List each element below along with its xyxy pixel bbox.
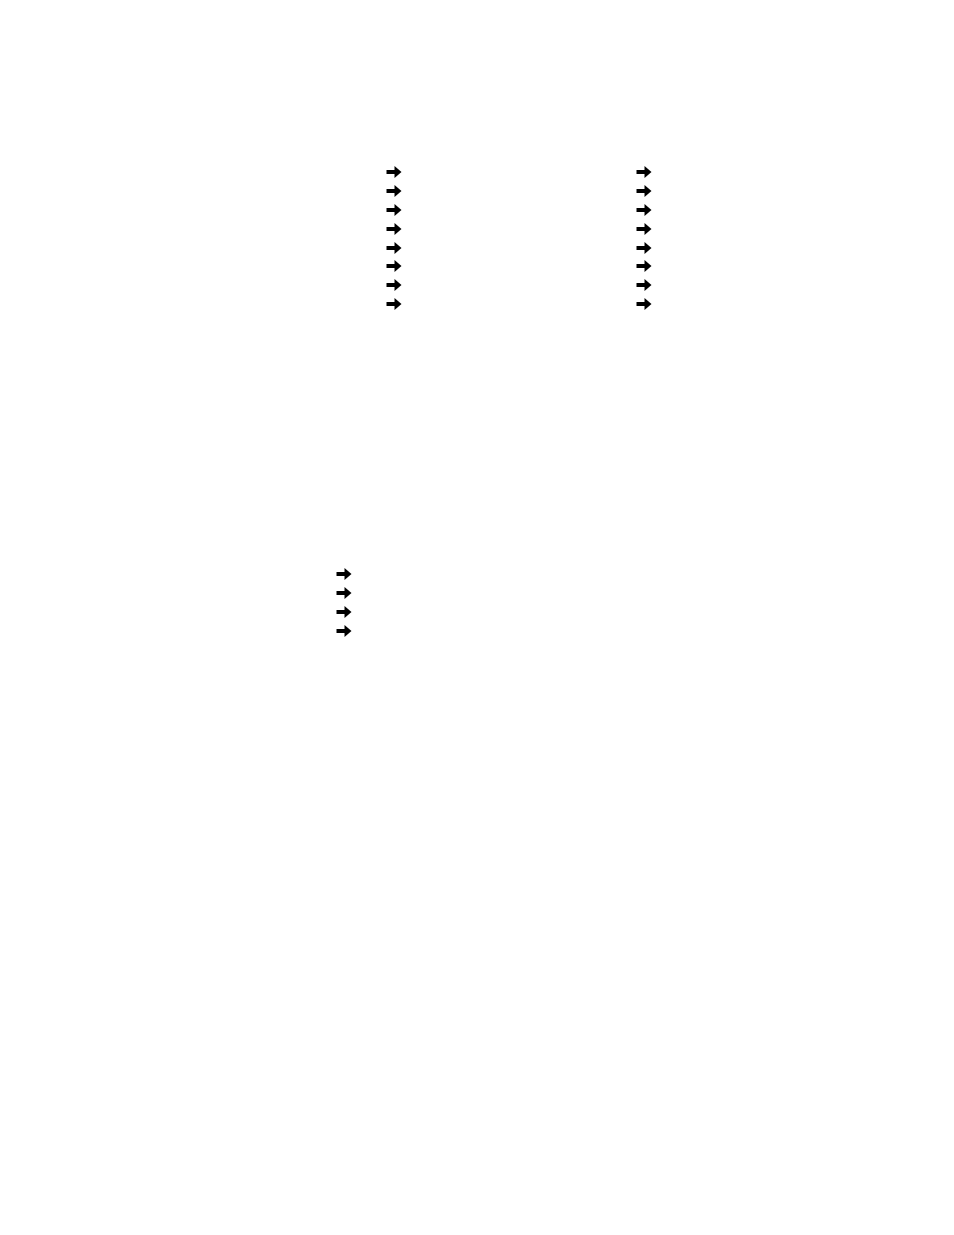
arrow-right-icon — [636, 295, 652, 314]
arrow-group-mid-left — [336, 565, 352, 640]
arrow-right-icon — [636, 238, 652, 257]
arrow-right-icon — [636, 163, 652, 182]
arrow-right-icon — [636, 257, 652, 276]
arrow-right-icon — [336, 603, 352, 622]
arrow-right-icon — [386, 201, 402, 220]
arrow-right-icon — [336, 565, 352, 584]
arrow-right-icon — [386, 219, 402, 238]
arrow-right-icon — [636, 219, 652, 238]
arrow-right-icon — [636, 182, 652, 201]
arrow-right-icon — [386, 238, 402, 257]
arrow-group-top-left — [386, 163, 402, 313]
arrow-right-icon — [386, 182, 402, 201]
arrow-right-icon — [336, 621, 352, 640]
arrow-right-icon — [386, 257, 402, 276]
arrow-right-icon — [636, 201, 652, 220]
arrow-right-icon — [336, 584, 352, 603]
arrow-right-icon — [386, 295, 402, 314]
arrow-group-top-right — [636, 163, 652, 313]
arrow-right-icon — [636, 276, 652, 295]
arrow-right-icon — [386, 276, 402, 295]
arrow-right-icon — [386, 163, 402, 182]
